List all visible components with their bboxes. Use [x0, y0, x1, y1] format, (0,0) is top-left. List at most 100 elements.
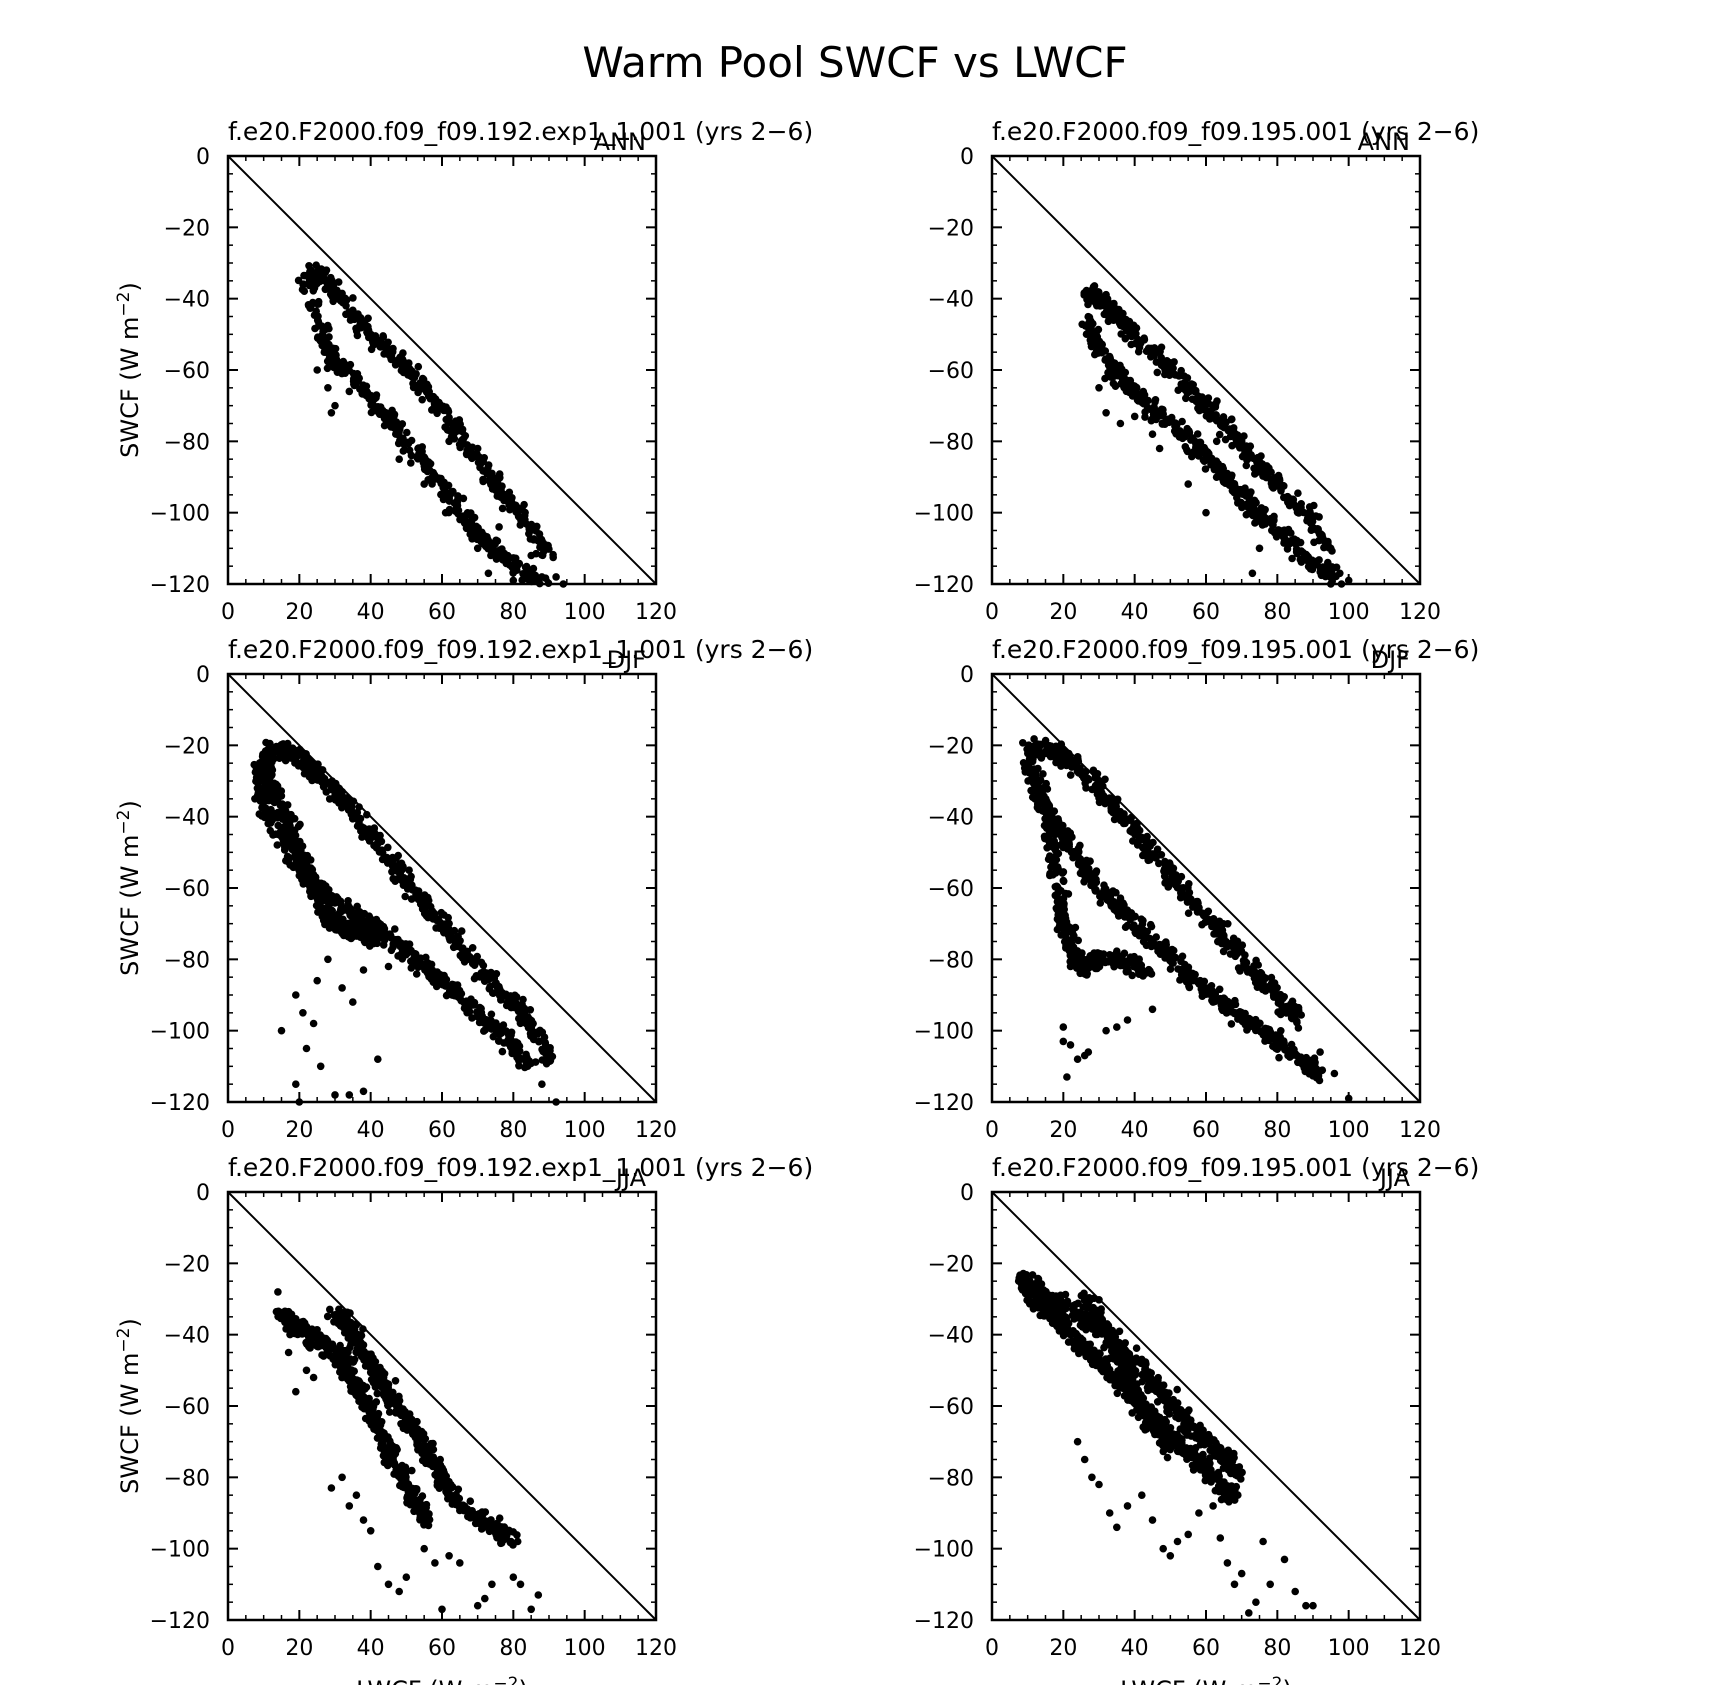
data-point	[414, 362, 423, 371]
data-point	[1025, 754, 1034, 763]
data-point	[1308, 517, 1317, 526]
data-point	[396, 423, 404, 432]
x-tick-label: 100	[564, 600, 606, 625]
data-point	[1250, 974, 1259, 982]
data-point	[497, 493, 505, 502]
data-point	[1059, 1023, 1068, 1031]
data-point	[524, 566, 532, 575]
data-point	[1149, 838, 1157, 847]
data-point	[1222, 1003, 1231, 1012]
data-point	[459, 494, 468, 503]
data-point	[357, 323, 365, 332]
data-point	[325, 284, 333, 292]
data-point	[1240, 445, 1249, 454]
data-point	[1159, 410, 1167, 418]
data-point	[1185, 888, 1194, 897]
x-tick-label: 60	[428, 1118, 456, 1143]
data-point	[1332, 563, 1341, 572]
data-point	[316, 1062, 325, 1071]
data-point	[1128, 825, 1136, 834]
data-point	[377, 837, 386, 846]
data-point	[1091, 887, 1100, 895]
data-point	[1123, 1016, 1132, 1024]
data-point	[313, 1326, 321, 1334]
data-point	[1195, 438, 1204, 447]
data-point	[1149, 351, 1157, 360]
data-point	[300, 287, 309, 296]
data-point	[367, 392, 376, 400]
y-tick-label: −100	[150, 1020, 210, 1045]
data-point	[1171, 419, 1180, 427]
data-point	[1220, 931, 1228, 940]
data-point	[506, 505, 514, 514]
data-point	[1183, 424, 1191, 433]
data-point	[1215, 985, 1224, 994]
data-point	[1051, 846, 1060, 855]
data-point	[1269, 479, 1278, 488]
data-point	[1175, 429, 1184, 438]
data-point	[353, 331, 362, 340]
data-point	[379, 941, 388, 949]
data-point	[1324, 537, 1332, 546]
data-point	[317, 1337, 325, 1346]
data-point	[374, 919, 383, 927]
units-exponent: −2	[114, 1328, 134, 1353]
data-point	[507, 1031, 515, 1039]
panel-grid: 0 20 40 60 80 100 1200−20−40−60−80−100−120f.e2…	[114, 117, 1479, 1685]
data-point	[291, 831, 300, 840]
data-point	[442, 415, 451, 424]
data-point	[1240, 1013, 1249, 1022]
data-point	[258, 803, 266, 812]
data-point	[357, 1331, 366, 1340]
data-point	[420, 480, 429, 488]
data-point	[457, 927, 466, 935]
data-point	[284, 744, 293, 752]
data-point	[1088, 872, 1096, 880]
data-point	[387, 946, 396, 955]
data-point	[1115, 368, 1124, 377]
panel-run-title: f.e20.F2000.f09_f09.192.exp1_1.001 (yrs …	[228, 1153, 813, 1182]
data-point	[448, 431, 457, 439]
units-exponent: −2	[493, 1674, 518, 1685]
data-point	[395, 455, 404, 464]
data-point	[327, 409, 336, 417]
data-point	[432, 979, 441, 988]
data-point	[1250, 496, 1259, 505]
x-tick-label: 120	[635, 1118, 677, 1143]
data-point	[470, 529, 479, 538]
data-point	[343, 366, 352, 374]
data-point	[1169, 364, 1177, 373]
panel-season-label: DJF	[607, 646, 646, 674]
data-point	[1141, 930, 1149, 938]
data-point	[394, 952, 402, 960]
data-point	[1033, 747, 1042, 755]
data-point	[527, 551, 535, 560]
data-point	[1238, 503, 1246, 512]
data-point	[1156, 943, 1165, 951]
data-point	[1306, 509, 1315, 518]
x-tick-label: 60	[428, 600, 456, 625]
data-point	[453, 421, 461, 429]
data-point	[1255, 1020, 1263, 1028]
data-point	[324, 955, 332, 964]
data-point	[1095, 384, 1103, 392]
y-tick-label: −40	[928, 806, 974, 831]
data-point	[295, 1098, 304, 1106]
data-point	[332, 351, 340, 359]
data-point	[302, 271, 310, 280]
data-point	[520, 500, 528, 509]
data-point	[456, 937, 464, 945]
data-point	[1081, 779, 1089, 788]
data-point	[1201, 395, 1209, 404]
scatter-points	[294, 261, 568, 588]
data-point	[387, 859, 396, 867]
data-point	[1150, 403, 1158, 411]
data-point	[1212, 930, 1221, 938]
data-point	[1134, 959, 1143, 967]
y-tick-label: −60	[928, 359, 974, 384]
data-point	[1045, 742, 1054, 750]
data-point	[1234, 1015, 1242, 1023]
x-tick-label: 100	[1328, 600, 1370, 625]
data-point	[1138, 397, 1147, 406]
data-point	[305, 772, 314, 781]
